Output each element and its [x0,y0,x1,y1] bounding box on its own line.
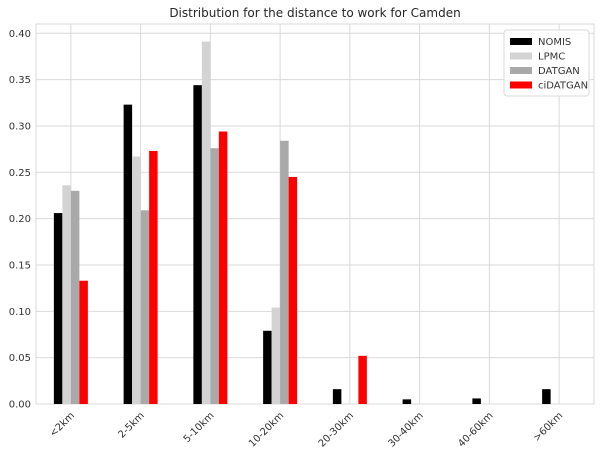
legend: NOMIS LPMC DATGAN ciDATGAN [503,29,590,97]
legend-box [503,29,590,97]
bar-nomis [332,389,342,404]
legend-swatch [510,81,532,89]
bar-nomis [193,85,202,405]
bar-cidatgan [149,150,158,404]
y-tick-label: 0.30 [9,121,31,132]
bar-nomis [542,389,551,404]
chart-title: Distribution for the distance to work fo… [169,6,460,20]
legend-label: ciDATGAN [538,81,588,92]
bar-nomis [263,330,272,404]
legend-swatch [510,38,532,45]
x-axis: <2km 2-5km 5-10km 10-20km 20-30km 30-40km 40-6… [48,410,565,449]
bar-cidatgan [288,176,298,404]
bar-datgan [210,148,219,404]
y-tick-label: 0.05 [9,353,31,364]
y-axis: 0.00 0.05 0.10 0.15 0.20 0.25 0.30 0.35 0.40 [9,29,31,411]
legend-label: LPMC [538,52,565,63]
legend-swatch [510,67,532,74]
x-tick-label: >60km [532,410,566,444]
bar-cidatgan [218,131,228,404]
bar-lpmc [271,307,281,404]
bar-nomis [402,399,412,404]
bar-lpmc [132,156,141,404]
y-tick-label: 0.35 [9,75,31,86]
bar-cidatgan [79,280,88,404]
bar-cidatgan [358,355,367,404]
y-tick-label: 0.40 [9,29,31,40]
y-tick-label: 0.00 [9,400,31,411]
x-tick-label: 5-10km [182,410,217,445]
x-tick-label: 2-5km [116,410,146,440]
x-tick-label: 30-40km [386,410,425,449]
legend-label: NOMIS [538,37,571,48]
bar-nomis [53,213,63,404]
bar-datgan [70,190,80,404]
y-tick-label: 0.25 [9,168,31,179]
legend-label: DATGAN [538,66,580,77]
bar-nomis [472,398,481,404]
y-tick-label: 0.15 [9,260,31,271]
x-tick-label: 20-30km [317,410,356,449]
bars [53,41,551,405]
bar-datgan [280,140,289,404]
legend-swatch [510,52,532,60]
x-tick-label: 10-20km [247,410,286,449]
x-tick-label: 40-60km [456,410,495,449]
bar-datgan [140,210,150,404]
y-tick-label: 0.20 [9,214,31,225]
y-tick-label: 0.10 [9,307,31,318]
x-tick-label: <2km [48,410,77,439]
bar-lpmc [201,41,211,405]
bar-nomis [123,104,133,404]
bar-lpmc [62,185,71,404]
